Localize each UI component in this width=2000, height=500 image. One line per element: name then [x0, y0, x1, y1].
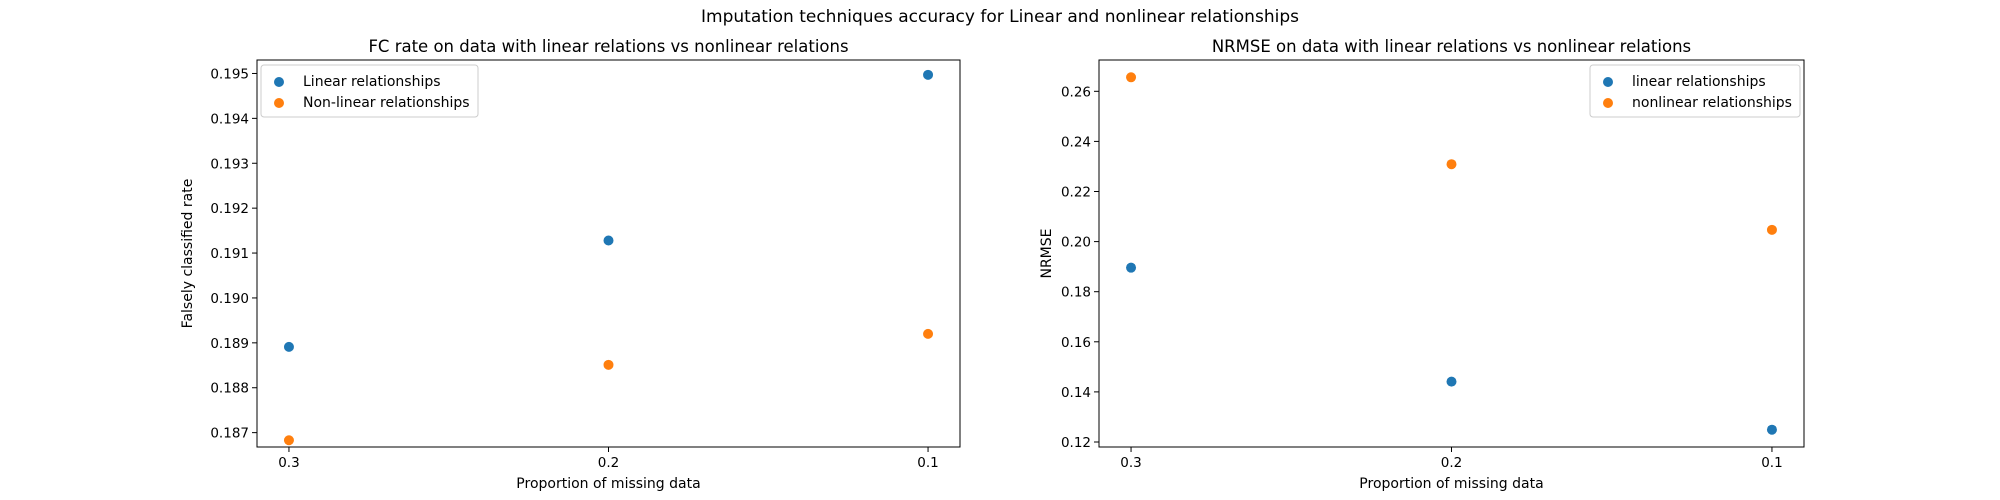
chart-2-x-tick-label: 0.3 — [1120, 455, 1141, 471]
chart-2-x-axis-label: Proportion of missing data — [1359, 476, 1543, 492]
chart-2-legend-marker — [1603, 77, 1613, 87]
chart-2-y-tick-label: 0.22 — [1061, 185, 1091, 201]
chart-2-series-2-point — [1766, 224, 1777, 235]
chart-2-series-2-point — [1126, 72, 1137, 83]
chart-1-legend-label: Non-linear relationships — [303, 95, 470, 111]
chart-2-series-1-point — [1766, 424, 1777, 435]
chart-1-x-tick-label: 0.2 — [598, 455, 619, 471]
chart-1-legend-box — [260, 64, 479, 118]
chart-2-y-tick-label: 0.20 — [1061, 235, 1091, 251]
chart-1-series-1-point — [283, 341, 294, 352]
chart-1-legend-label: Linear relationships — [303, 74, 441, 90]
chart-1-x-tick-label: 0.3 — [278, 455, 299, 471]
chart-1-series-2-point — [923, 328, 934, 339]
chart-1-legend-marker — [274, 77, 284, 87]
chart-1-y-axis-label: Falsely classified rate — [180, 179, 196, 329]
chart-2-axes-frame — [1098, 59, 1805, 448]
chart-1-series-2-point — [283, 435, 294, 446]
chart-1-series-1-point — [923, 69, 934, 80]
chart-2-series-2-point — [1446, 159, 1457, 170]
chart-2-y-tick-label: 0.12 — [1061, 435, 1091, 451]
chart-1-x-axis-label: Proportion of missing data — [516, 476, 700, 492]
chart-1-y-tick-label: 0.192 — [210, 201, 249, 217]
chart-2-legend-box — [1589, 64, 1801, 118]
chart-1-series-1-point — [603, 235, 614, 246]
chart-1-title: FC rate on data with linear relations vs… — [368, 37, 848, 56]
chart-1-axes-frame — [256, 59, 961, 448]
chart-2-y-tick-label: 0.24 — [1061, 134, 1091, 150]
chart-1-y-tick-label: 0.187 — [210, 426, 249, 442]
chart-2-y-tick-label: 0.14 — [1061, 385, 1091, 401]
figure-suptitle: Imputation techniques accuracy for Linea… — [701, 7, 1299, 27]
chart-2-x-tick-label: 0.1 — [1761, 455, 1782, 471]
chart-1-y-tick-label: 0.188 — [210, 381, 249, 397]
chart-2-y-tick-label: 0.26 — [1061, 84, 1091, 100]
chart-1-y-tick-label: 0.195 — [210, 66, 249, 82]
chart-2-x-tick-label: 0.2 — [1441, 455, 1462, 471]
chart-2-legend-label: nonlinear relationships — [1632, 95, 1792, 111]
chart-2-series-1-point — [1126, 262, 1137, 273]
chart-2-series-1-point — [1446, 376, 1457, 387]
chart-1-y-tick-label: 0.190 — [210, 291, 249, 307]
chart-1-x-tick-label: 0.1 — [917, 455, 938, 471]
chart-2-legend-label: linear relationships — [1632, 74, 1766, 90]
chart-2-title: NRMSE on data with linear relations vs n… — [1212, 37, 1691, 56]
chart-1-series-2-point — [603, 359, 614, 370]
chart-1-y-tick-label: 0.193 — [210, 156, 249, 172]
chart-1-legend-marker — [274, 98, 284, 108]
chart-1-y-tick-label: 0.189 — [210, 336, 249, 352]
chart-2-legend-marker — [1603, 98, 1613, 108]
chart-2-y-tick-label: 0.16 — [1061, 335, 1091, 351]
chart-2-y-axis-label: NRMSE — [1039, 228, 1055, 278]
chart-1-y-tick-label: 0.194 — [210, 111, 249, 127]
chart-1-y-tick-label: 0.191 — [210, 246, 249, 262]
chart-2-y-tick-label: 0.18 — [1061, 285, 1091, 301]
